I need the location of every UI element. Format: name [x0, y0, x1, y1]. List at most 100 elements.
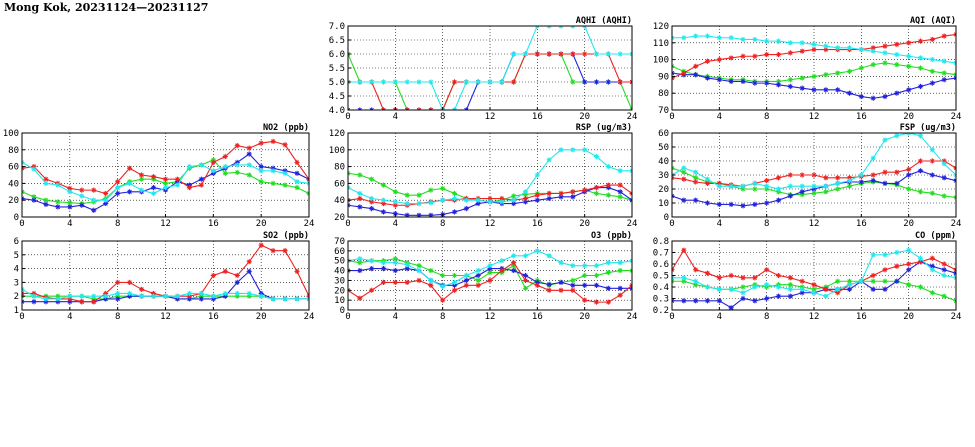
data-point [570, 79, 576, 85]
data-point [728, 183, 734, 189]
data-point [764, 282, 770, 288]
data-point [894, 249, 900, 256]
x-tick-label: 20 [256, 219, 267, 229]
data-point [487, 263, 493, 269]
data-point [704, 75, 711, 81]
data-point [558, 51, 564, 57]
data-point [380, 260, 387, 266]
data-point [941, 58, 947, 64]
data-point [270, 296, 276, 302]
data-point [799, 40, 805, 46]
data-point [246, 151, 252, 157]
x-tick-label: 16 [532, 112, 543, 122]
data-point [258, 290, 264, 297]
data-point [511, 267, 517, 274]
data-point [404, 79, 410, 85]
data-point [728, 78, 734, 85]
x-tick-label: 24 [304, 312, 315, 322]
data-point [380, 209, 387, 215]
data-point [894, 180, 900, 186]
data-point [91, 293, 97, 299]
data-point [428, 282, 434, 288]
data-point [787, 172, 793, 178]
data-point [404, 192, 410, 198]
data-point [440, 297, 446, 303]
data-point [43, 197, 49, 203]
data-point [906, 261, 912, 267]
data-point [174, 182, 181, 188]
data-point [870, 178, 876, 184]
data-point [428, 79, 434, 85]
data-point [593, 272, 600, 279]
data-point [917, 284, 924, 290]
data-point [198, 290, 204, 297]
x-tick-label: 12 [809, 219, 820, 229]
data-point [906, 267, 912, 273]
data-point [799, 183, 805, 189]
chart-title: O3 (ppb) [591, 231, 632, 241]
data-point [31, 290, 37, 297]
data-point [103, 200, 109, 207]
x-tick-label: 24 [627, 312, 638, 322]
data-point [428, 277, 434, 284]
y-tick-label: 1 [14, 306, 19, 316]
data-point [870, 45, 876, 51]
data-point [740, 290, 746, 296]
data-point [246, 268, 252, 274]
x-tick-label: 16 [856, 312, 867, 322]
data-point [582, 272, 588, 279]
data-point [799, 189, 805, 195]
data-point [380, 200, 387, 207]
data-point [91, 187, 97, 193]
data-point [511, 263, 517, 269]
data-point [380, 266, 387, 272]
data-point [174, 176, 181, 182]
data-point [174, 293, 181, 299]
data-point [941, 261, 947, 267]
data-point [369, 176, 375, 182]
data-point [162, 293, 169, 299]
y-tick-label: 5.5 [329, 64, 345, 74]
data-point [882, 180, 888, 186]
x-tick-label: 4 [67, 219, 72, 229]
data-point [67, 296, 73, 302]
data-point [764, 51, 770, 58]
data-point [127, 290, 133, 297]
data-point [605, 269, 611, 276]
y-tick-label: 20 [334, 286, 345, 296]
y-tick-label: 70 [334, 237, 345, 247]
data-point [428, 212, 434, 217]
data-point [906, 53, 912, 59]
y-tick-label: 100 [3, 129, 19, 139]
data-point [487, 269, 493, 276]
data-point [234, 293, 240, 299]
data-point [693, 298, 699, 304]
data-point [775, 293, 782, 299]
data-point [775, 189, 782, 195]
data-point [103, 190, 109, 197]
data-point [258, 164, 264, 170]
data-point [222, 164, 228, 170]
data-point [870, 272, 876, 279]
data-point [558, 190, 564, 197]
x-tick-label: 24 [627, 112, 638, 122]
data-point [681, 247, 687, 253]
data-point [511, 193, 517, 199]
data-point [882, 50, 888, 56]
y-tick-label: 40 [334, 267, 345, 277]
data-point [138, 286, 145, 292]
y-tick-label: 2 [14, 292, 19, 302]
data-point [451, 79, 458, 85]
data-point [416, 192, 422, 198]
data-point [693, 179, 699, 185]
data-point [835, 286, 841, 292]
data-point [463, 79, 469, 85]
data-point [870, 155, 876, 161]
data-point [894, 41, 900, 48]
x-tick-label: 8 [115, 219, 120, 229]
x-tick-label: 24 [951, 112, 962, 122]
y-tick-label: 80 [334, 163, 345, 173]
y-tick-label: 20 [334, 213, 345, 223]
data-point [357, 204, 363, 210]
